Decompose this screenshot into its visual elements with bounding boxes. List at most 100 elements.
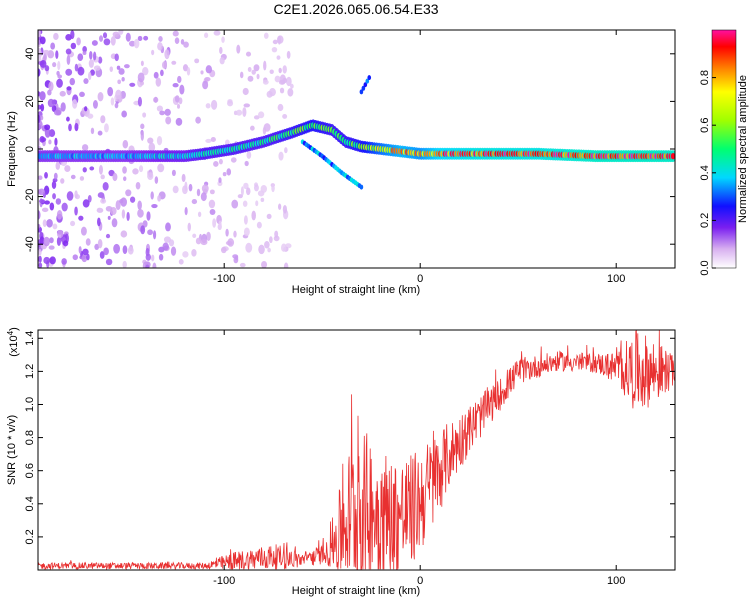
spectrogram-noise-cell xyxy=(79,176,85,181)
spectrogram-noise-cell xyxy=(255,200,259,207)
x-tick-label: -100 xyxy=(213,575,235,587)
spectrogram-noise-cell xyxy=(142,112,147,118)
y-tick-label: 0.2 xyxy=(24,529,36,544)
spectrogram-noise-cell xyxy=(52,193,56,200)
spectrogram-noise-cell xyxy=(276,55,281,60)
spectrogram-noise-cell xyxy=(39,91,46,101)
spectrogram-noise-cell xyxy=(102,182,109,191)
spectrogram-noise-cell xyxy=(239,71,244,79)
spectrogram-noise-cell xyxy=(38,188,46,196)
spectrogram-noise-cell xyxy=(137,35,143,42)
spectrogram-noise-cell xyxy=(116,65,121,70)
spectrogram-noise-cell xyxy=(239,262,246,268)
spectrogram-noise-cell xyxy=(40,103,45,112)
spectrogram-noise-cell xyxy=(177,75,182,84)
spectrogram-noise-cell xyxy=(271,184,275,193)
colorbar-tick-label: 0.0 xyxy=(699,260,711,275)
spectrogram-noise-cell xyxy=(43,236,50,247)
spectrogram-noise-cell xyxy=(278,151,284,161)
spectrogram-noise-cell xyxy=(188,183,193,192)
spectrogram-noise-cell xyxy=(219,57,225,65)
spectrogram-noise-cell xyxy=(162,242,169,251)
spectrogram-noise-cell xyxy=(253,115,260,120)
spectrogram-noise-cell xyxy=(89,166,95,171)
spectrogram-noise-cell xyxy=(82,199,90,208)
spectrogram-noise-cell xyxy=(82,167,87,173)
spectrogram-noise-cell xyxy=(212,218,217,228)
spectrogram-noise-cell xyxy=(48,129,56,137)
spectrogram-noise-cell xyxy=(137,208,144,218)
spectrogram-noise-cell xyxy=(218,158,223,165)
spectrogram-noise-cell xyxy=(274,230,279,238)
spectrogram-noise-cell xyxy=(123,64,130,69)
y-tick-label: 1.4 xyxy=(24,331,36,346)
spectrogram-noise-cell xyxy=(87,195,92,203)
spectrogram-noise-cell xyxy=(56,236,61,246)
spectrogram-noise-cell xyxy=(137,96,142,107)
spectrogram-noise-cell xyxy=(159,110,165,116)
spectrogram-noise-cell xyxy=(277,103,284,112)
spectrogram-noise-cell xyxy=(243,227,250,237)
spectrogram-noise-cell xyxy=(286,50,291,59)
spectrogram-noise-cell xyxy=(99,35,104,42)
spectrogram-noise-cell xyxy=(38,47,41,53)
spectrogram-noise-cell xyxy=(251,69,256,75)
spectrogram-noise-cell xyxy=(121,76,125,82)
spectrogram-noise-cell xyxy=(129,82,136,87)
spectrogram-noise-cell xyxy=(97,238,103,249)
spectrogram-noise-cell xyxy=(143,35,149,41)
spectrogram-noise-cell xyxy=(202,80,209,90)
spectrogram-noise-cell xyxy=(157,195,162,202)
spectrogram-noise-cell xyxy=(269,69,274,75)
spectrogram-noise-cell xyxy=(278,203,282,210)
spectrogram-noise-cell xyxy=(170,246,177,256)
spectrogram-noise-cell xyxy=(272,39,278,45)
spectrogram-noise-cell xyxy=(48,81,54,92)
spectrogram-noise-cell xyxy=(138,165,144,173)
spectrogram-noise-cell xyxy=(48,139,52,145)
spectrogram-noise-cell xyxy=(88,71,92,81)
spectrogram-noise-cell xyxy=(236,44,241,54)
spectrogram-noise-cell xyxy=(225,228,229,237)
y-tick-label: 0.6 xyxy=(24,463,36,478)
spectrogram-noise-cell xyxy=(266,213,272,220)
spectrogram-ylabel: Frequency (Hz) xyxy=(6,111,18,187)
spectrogram-noise-cell xyxy=(77,53,84,62)
spectrogram-noise-cell xyxy=(112,31,120,37)
spectrogram-noise-cell xyxy=(262,126,267,135)
snr-ticks: -100 0 100 0.2 0.4 0.6 0.8 1.0 1.2 1.4 xyxy=(24,330,675,587)
spectrogram-noise-cell xyxy=(92,100,98,109)
spectrogram-noise-cell xyxy=(121,209,126,219)
spectrogram-noise-cell xyxy=(77,66,85,76)
spectrogram-noise-cell xyxy=(140,225,146,235)
spectrogram-noise-cell xyxy=(81,254,88,263)
spectrogram-noise-cell xyxy=(243,182,249,190)
spectrogram-noise-cell xyxy=(80,226,87,236)
spectrogram-noise-cell xyxy=(70,30,75,40)
spectrogram-noise-cell xyxy=(135,181,141,190)
spectrogram-noise-cell xyxy=(153,71,159,79)
spectrogram-noise-cell xyxy=(182,251,189,258)
spectrogram-noise-cell xyxy=(41,137,47,142)
spectrogram-noise-cell xyxy=(282,205,287,214)
spectrogram-branch-cell xyxy=(359,184,364,190)
spectrogram-noise-cell xyxy=(222,172,227,177)
spectrogram-noise-cell xyxy=(234,255,239,261)
spectrogram-noise-cell xyxy=(49,256,56,265)
spectrogram-noise-cell xyxy=(152,230,157,240)
spectrogram-noise-cell xyxy=(100,115,106,124)
spectrogram-noise-cell xyxy=(197,211,202,218)
spectrogram-noise-cell xyxy=(46,218,53,228)
spectrogram-noise-cell xyxy=(51,180,57,190)
spectrogram-noise-cell xyxy=(154,176,159,184)
spectrogram-noise-cell xyxy=(262,79,269,85)
spectrogram-noise-cell xyxy=(195,116,201,124)
spectrogram-noise-cell xyxy=(70,220,76,227)
spectrogram-noise-cell xyxy=(96,207,102,213)
x-tick-label: -100 xyxy=(213,273,235,285)
x-tick-label: 100 xyxy=(607,575,625,587)
spectrogram-noise-cell xyxy=(277,35,281,45)
spectrogram-noise-cell xyxy=(59,90,66,97)
spectrogram-noise-cell xyxy=(54,137,58,146)
